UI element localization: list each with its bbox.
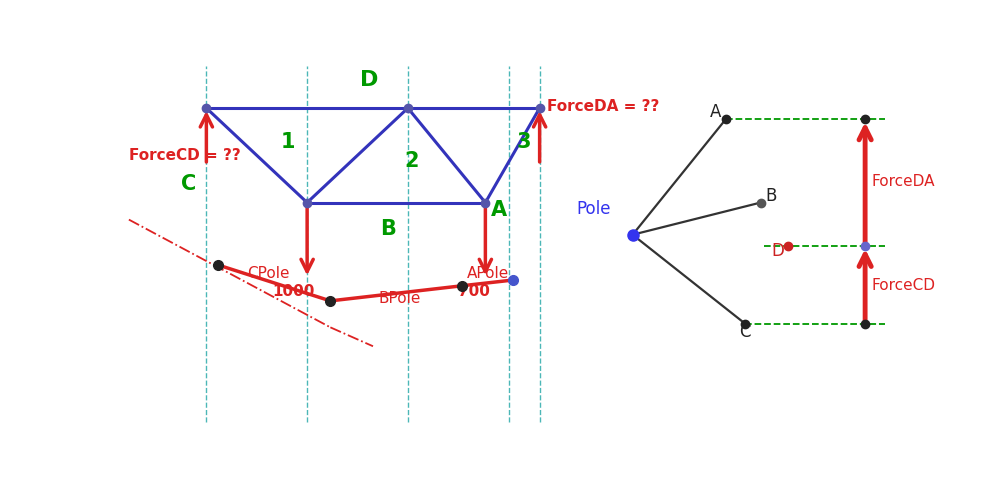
Text: Pole: Pole [577, 200, 611, 218]
Text: 1000: 1000 [273, 284, 315, 299]
Text: B: B [765, 187, 777, 205]
Text: A: A [490, 200, 507, 220]
Text: D: D [360, 70, 378, 90]
Text: C: C [181, 174, 196, 193]
Text: CPole: CPole [247, 266, 290, 281]
Text: B: B [381, 219, 396, 239]
Text: D: D [771, 242, 784, 260]
Text: ForceDA = ??: ForceDA = ?? [547, 99, 660, 114]
Text: 2: 2 [404, 151, 419, 171]
Text: APole: APole [467, 266, 509, 281]
Text: 700: 700 [458, 284, 490, 299]
Text: ForceCD: ForceCD [871, 278, 935, 293]
Text: ForceDA: ForceDA [871, 174, 935, 190]
Text: 1: 1 [280, 132, 295, 152]
Text: C: C [739, 323, 751, 341]
Text: BPole: BPole [379, 292, 421, 306]
Text: 3: 3 [517, 132, 531, 152]
Text: ForceCD = ??: ForceCD = ?? [129, 148, 241, 163]
Text: A: A [710, 103, 721, 121]
